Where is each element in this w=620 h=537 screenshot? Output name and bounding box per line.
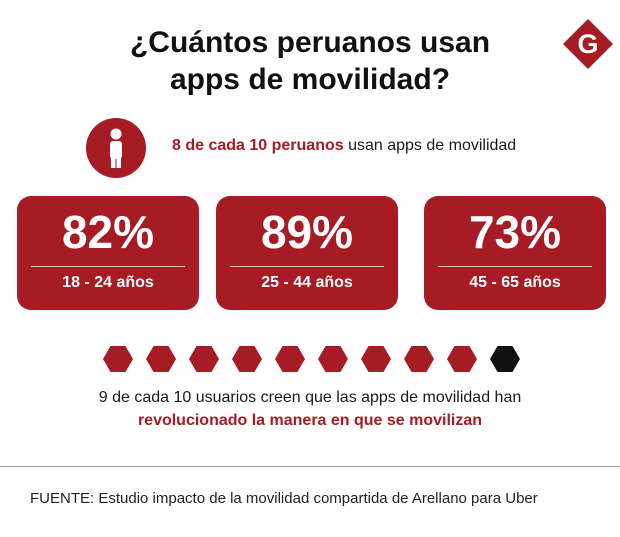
age-card-range: 18 - 24 años [62,274,154,291]
age-card-18-24: 82% 18 - 24 años [17,196,199,310]
headline-stat: 8 de cada 10 peruanos usan apps de movil… [86,118,566,178]
age-card-percent: 89% [260,206,354,258]
age-card-percent: 73% [468,206,562,258]
headline-stat-text: 8 de cada 10 peruanos usan apps de movil… [172,137,516,155]
satisfaction-line-1: 9 de cada 10 usuarios creen que las apps… [98,389,522,406]
age-card-25-44: 89% 25 - 44 años [216,196,398,310]
age-card-45-65: 73% 45 - 65 años [424,196,606,310]
title-line-2: apps de movilidad? [169,63,451,96]
satisfaction-line-2: revolucionado la manera en que se movili… [137,412,483,429]
age-card-divider [31,266,185,267]
hexagon-counter [103,346,523,372]
title-line-1: ¿Cuántos peruanos usan [129,26,491,59]
age-card-range: 25 - 44 años [261,274,353,291]
page-title: ¿Cuántos peruanos usan apps de movilidad… [80,24,540,98]
logo-letter: G [577,29,598,59]
hexagon-filled-icon [146,346,176,372]
hexagon-filled-icon [189,346,219,372]
hexagon-filled-icon [318,346,348,372]
footer-divider [0,466,620,467]
hexagon-filled-icon [361,346,391,372]
hexagon-filled-icon [103,346,133,372]
hexagon-filled-icon [275,346,305,372]
hexagon-filled-icon [447,346,477,372]
headline-stat-rest: usan apps de movilidad [343,137,517,154]
person-badge [86,118,146,178]
source-credit: FUENTE: Estudio impacto de la movilidad … [30,490,538,507]
age-card-range: 45 - 65 años [469,274,561,291]
age-card-divider [438,266,592,267]
satisfaction-note: 9 de cada 10 usuarios creen que las apps… [30,386,590,432]
logo-diamond [563,19,613,69]
headline-stat-highlight: 8 de cada 10 peruanos [172,137,344,154]
brand-logo: G [563,19,613,69]
hexagon-filled-icon [232,346,262,372]
hexagon-filled-icon [404,346,434,372]
age-card-divider [230,266,384,267]
person-icon [110,128,122,168]
age-card-percent: 82% [61,206,155,258]
hexagon-empty-icon [490,346,520,372]
